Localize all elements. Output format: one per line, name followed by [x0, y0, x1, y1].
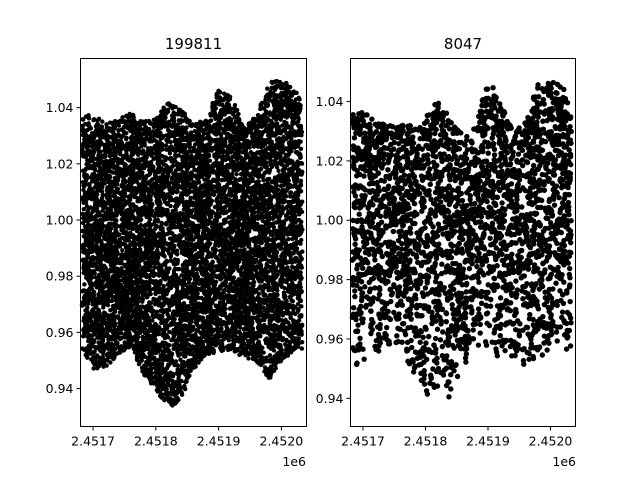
data-point [124, 130, 129, 136]
data-point [288, 193, 293, 198]
data-point [296, 308, 301, 313]
data-point [278, 347, 283, 353]
data-point [167, 187, 172, 192]
data-point [286, 236, 291, 242]
data-point [120, 115, 125, 120]
data-point [175, 363, 181, 368]
data-point [230, 276, 235, 281]
data-point [108, 308, 113, 313]
data-point [226, 293, 231, 298]
data-point [167, 151, 173, 156]
data-point [81, 207, 87, 212]
data-point [147, 217, 153, 222]
data-point [108, 169, 113, 174]
data-point [171, 309, 176, 314]
data-point [80, 123, 85, 129]
data-point [173, 149, 178, 154]
data-point [123, 136, 129, 142]
data-point [96, 123, 102, 129]
data-point [256, 291, 262, 296]
data-point [222, 184, 227, 190]
data-point [154, 309, 160, 314]
data-point [149, 366, 154, 371]
data-point [82, 282, 87, 287]
data-point [188, 130, 194, 135]
data-point [265, 86, 270, 91]
scatter-panel-left: 199811 2.4517 2.4518 2.4519 2.4520 0.940.96… [46, 35, 307, 469]
data-point [122, 340, 127, 345]
data-point [235, 113, 240, 118]
data-point [188, 195, 193, 201]
data-point [158, 175, 163, 180]
data-point [211, 349, 216, 355]
data-point [152, 265, 158, 270]
data-point [292, 179, 297, 185]
data-point [173, 207, 178, 213]
data-point [168, 140, 173, 145]
data-point [143, 120, 148, 125]
panel-title-left: 199811 [165, 35, 222, 53]
data-point [173, 359, 179, 364]
data-point [235, 303, 240, 309]
data-point [269, 162, 274, 167]
data-point [169, 117, 175, 123]
points-left [79, 79, 305, 408]
data-point [250, 152, 255, 157]
data-point [249, 281, 254, 286]
data-point [176, 153, 181, 158]
data-point [299, 339, 305, 345]
data-point [177, 233, 182, 238]
